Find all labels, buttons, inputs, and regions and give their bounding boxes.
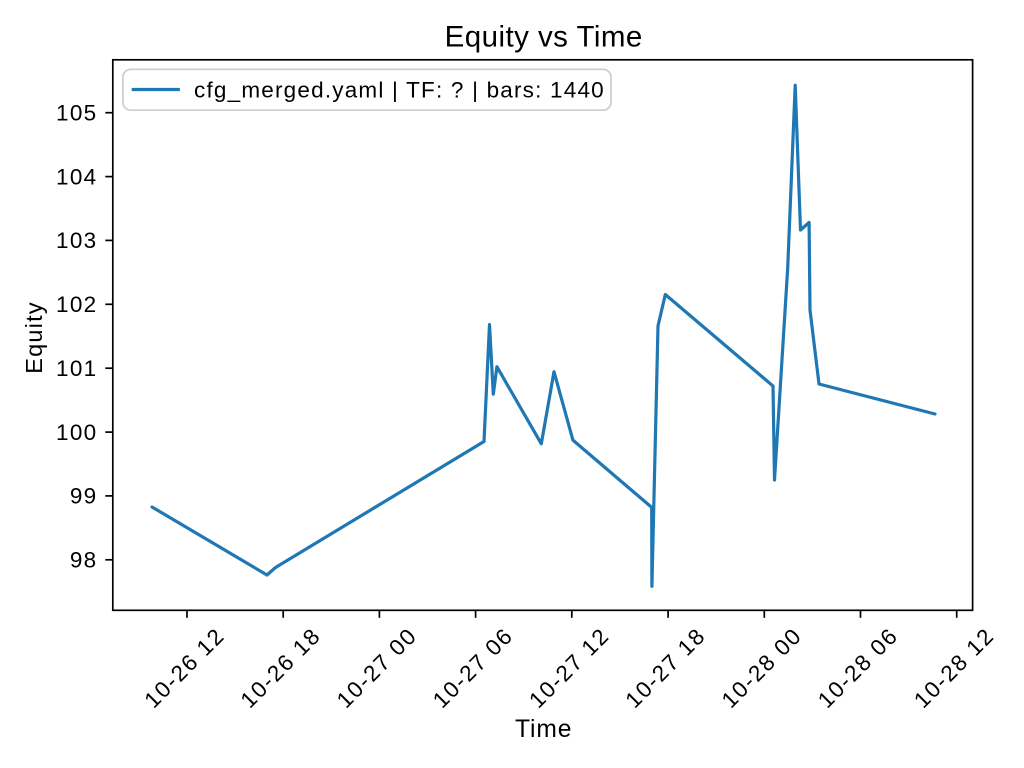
svg-text:105: 105 [56, 101, 97, 126]
svg-text:10-27 12: 10-27 12 [524, 623, 614, 713]
svg-text:cfg_merged.yaml | TF: ? | bars: cfg_merged.yaml | TF: ? | bars: 1440 [194, 77, 605, 102]
svg-text:98: 98 [70, 548, 98, 573]
svg-text:10-27 18: 10-27 18 [621, 623, 711, 713]
svg-text:99: 99 [70, 484, 98, 509]
svg-text:10-28 00: 10-28 00 [717, 623, 807, 713]
svg-text:10-27 00: 10-27 00 [332, 623, 422, 713]
svg-text:10-28 06: 10-28 06 [813, 623, 903, 713]
svg-text:100: 100 [56, 420, 97, 445]
svg-text:10-27 06: 10-27 06 [428, 623, 518, 713]
svg-text:101: 101 [56, 356, 97, 381]
svg-text:104: 104 [56, 164, 97, 189]
svg-text:Equity vs Time: Equity vs Time [445, 21, 643, 54]
svg-text:102: 102 [56, 292, 97, 317]
svg-text:Equity: Equity [21, 301, 47, 374]
svg-text:Time: Time [515, 716, 572, 743]
svg-text:10-28 12: 10-28 12 [909, 623, 999, 713]
svg-text:10-26 18: 10-26 18 [236, 623, 326, 713]
svg-text:10-26 12: 10-26 12 [139, 623, 229, 713]
svg-text:103: 103 [56, 228, 97, 253]
